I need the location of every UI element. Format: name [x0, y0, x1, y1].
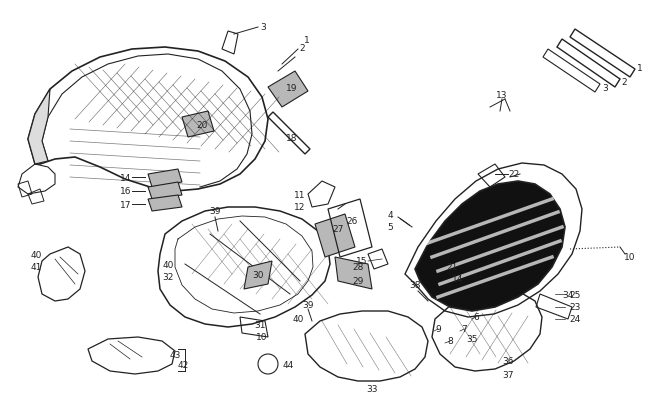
Text: 36: 36 — [502, 357, 514, 366]
Polygon shape — [244, 261, 272, 289]
Text: 6: 6 — [473, 313, 479, 322]
Text: 3: 3 — [260, 22, 266, 32]
Text: 44: 44 — [282, 360, 294, 369]
Text: 18: 18 — [286, 133, 298, 142]
Polygon shape — [148, 170, 182, 188]
Text: 33: 33 — [366, 385, 378, 394]
Text: 40: 40 — [292, 315, 304, 324]
Text: 3: 3 — [602, 83, 608, 92]
Polygon shape — [148, 196, 182, 211]
Text: 32: 32 — [162, 273, 174, 282]
Text: 28: 28 — [352, 263, 364, 272]
Text: 23: 23 — [569, 303, 580, 312]
Text: 5: 5 — [387, 222, 393, 231]
Text: 20: 20 — [196, 120, 208, 129]
Text: 12: 12 — [294, 203, 305, 212]
Text: 30: 30 — [252, 270, 264, 279]
Text: 34: 34 — [562, 290, 574, 299]
Polygon shape — [148, 183, 182, 200]
Polygon shape — [415, 181, 565, 311]
Text: 42: 42 — [177, 360, 188, 369]
Text: 22: 22 — [508, 169, 519, 178]
Text: 38: 38 — [410, 280, 421, 289]
Text: 2: 2 — [621, 77, 627, 86]
Text: 35: 35 — [466, 335, 478, 344]
Text: 2: 2 — [299, 43, 305, 52]
Text: 16: 16 — [120, 187, 132, 196]
Text: 29: 29 — [352, 277, 364, 286]
Text: 1: 1 — [304, 35, 310, 45]
Text: 1: 1 — [637, 63, 643, 72]
Text: 11: 11 — [294, 190, 305, 199]
Text: 15: 15 — [356, 257, 368, 266]
Text: 39: 39 — [302, 300, 314, 309]
Text: 8: 8 — [447, 337, 453, 345]
Text: 37: 37 — [502, 370, 514, 379]
Text: 27: 27 — [332, 225, 344, 234]
Polygon shape — [315, 215, 355, 257]
Text: 24: 24 — [569, 315, 580, 324]
Text: 17: 17 — [120, 200, 132, 209]
Text: 25: 25 — [569, 290, 580, 299]
Text: 26: 26 — [346, 217, 358, 226]
Text: 19: 19 — [286, 83, 298, 92]
Text: 10: 10 — [256, 333, 268, 342]
Text: 21: 21 — [447, 263, 458, 272]
Polygon shape — [335, 257, 372, 289]
Text: 10: 10 — [624, 253, 636, 262]
Text: 7: 7 — [461, 325, 467, 334]
Text: 40: 40 — [31, 250, 42, 259]
Text: 31: 31 — [254, 320, 266, 329]
Text: 39: 39 — [209, 207, 221, 216]
Text: 4: 4 — [387, 210, 393, 219]
Text: 43: 43 — [169, 350, 181, 358]
Text: 13: 13 — [496, 90, 508, 99]
Text: 9: 9 — [435, 325, 441, 334]
Polygon shape — [28, 90, 50, 164]
Text: 14: 14 — [120, 173, 132, 182]
Polygon shape — [268, 72, 308, 108]
Text: 41: 41 — [31, 263, 42, 272]
Polygon shape — [182, 112, 214, 138]
Text: 14: 14 — [452, 275, 463, 284]
Text: 40: 40 — [162, 260, 174, 269]
